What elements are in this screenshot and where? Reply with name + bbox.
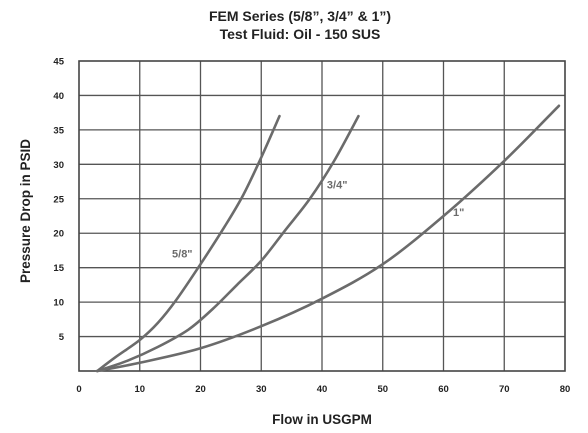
plot-frame	[78, 60, 566, 372]
y-tick-label: 35	[53, 125, 64, 136]
series-line-1	[95, 114, 281, 373]
y-tick-label: 25	[53, 194, 64, 205]
series-label-1: 5/8"	[172, 248, 193, 260]
chart-title: FEM Series (5/8”, 3/4” & 1”)	[209, 8, 391, 24]
y-tick-label: 45	[53, 57, 64, 68]
y-tick-label: 40	[53, 91, 64, 102]
y-tick-label: 5	[59, 332, 65, 343]
x-axis-label: Flow in USGPM	[272, 412, 372, 427]
y-tick-label: 15	[53, 263, 64, 274]
series-line-3	[95, 104, 561, 373]
grid	[78, 60, 566, 372]
x-tick-label: 50	[377, 384, 388, 395]
x-tick-label: 40	[317, 384, 328, 395]
x-tick-label: 10	[134, 384, 145, 395]
series-label-3: 1"	[453, 207, 464, 219]
y-axis-label: Pressure Drop in PSID	[18, 139, 33, 283]
y-tick-label: 10	[53, 298, 64, 309]
tick-labels: 0 10 20 30 40 50 60 70 80 5 10 15 20 25 30 35 40 45	[53, 57, 570, 396]
x-tick-label: 70	[499, 384, 510, 395]
series-line-2	[95, 114, 360, 373]
y-tick-label: 30	[53, 160, 64, 171]
series-label-2: 3/4"	[327, 179, 348, 191]
x-tick-label: 20	[195, 384, 206, 395]
series-labels: 5/8" 3/4" 1"	[172, 179, 464, 260]
x-tick-label: 80	[560, 384, 571, 395]
x-tick-label: 0	[76, 384, 81, 395]
chart-subtitle: Test Fluid: Oil - 150 SUS	[220, 26, 381, 42]
y-tick-label: 20	[53, 229, 64, 240]
x-tick-label: 60	[438, 384, 449, 395]
series-lines	[95, 104, 561, 373]
x-tick-label: 30	[256, 384, 267, 395]
